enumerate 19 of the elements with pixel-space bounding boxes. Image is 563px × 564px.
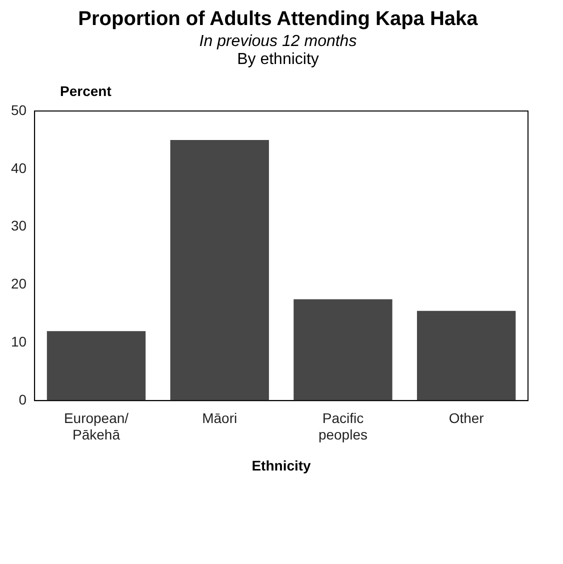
x-tick-label: Pacific peoples (318, 410, 368, 443)
x-tick-label: Other (448, 410, 484, 426)
bar (416, 310, 516, 401)
y-tick-label: 10 (10, 334, 27, 350)
y-tick-label: 50 (10, 102, 27, 118)
bar (170, 140, 269, 401)
y-tick-label: 30 (10, 218, 27, 234)
x-tick-label: European/ Pākehā (64, 410, 129, 443)
x-tick-label: Māori (202, 410, 238, 426)
bar (294, 299, 392, 401)
bar (46, 331, 146, 401)
x-axis-title: Ethnicity (252, 457, 312, 474)
y-tick-label: 0 (18, 391, 27, 408)
text: By ethnicity (236, 51, 320, 69)
y-tick-label: 40 (10, 160, 27, 176)
chart-subtitle: In previous 12 months (198, 33, 358, 51)
chart-title: Proportion of Adults Attending Kapa Haka (77, 8, 479, 31)
y-tick-label: 20 (10, 276, 27, 292)
y-axis-title: Percent (60, 83, 112, 99)
